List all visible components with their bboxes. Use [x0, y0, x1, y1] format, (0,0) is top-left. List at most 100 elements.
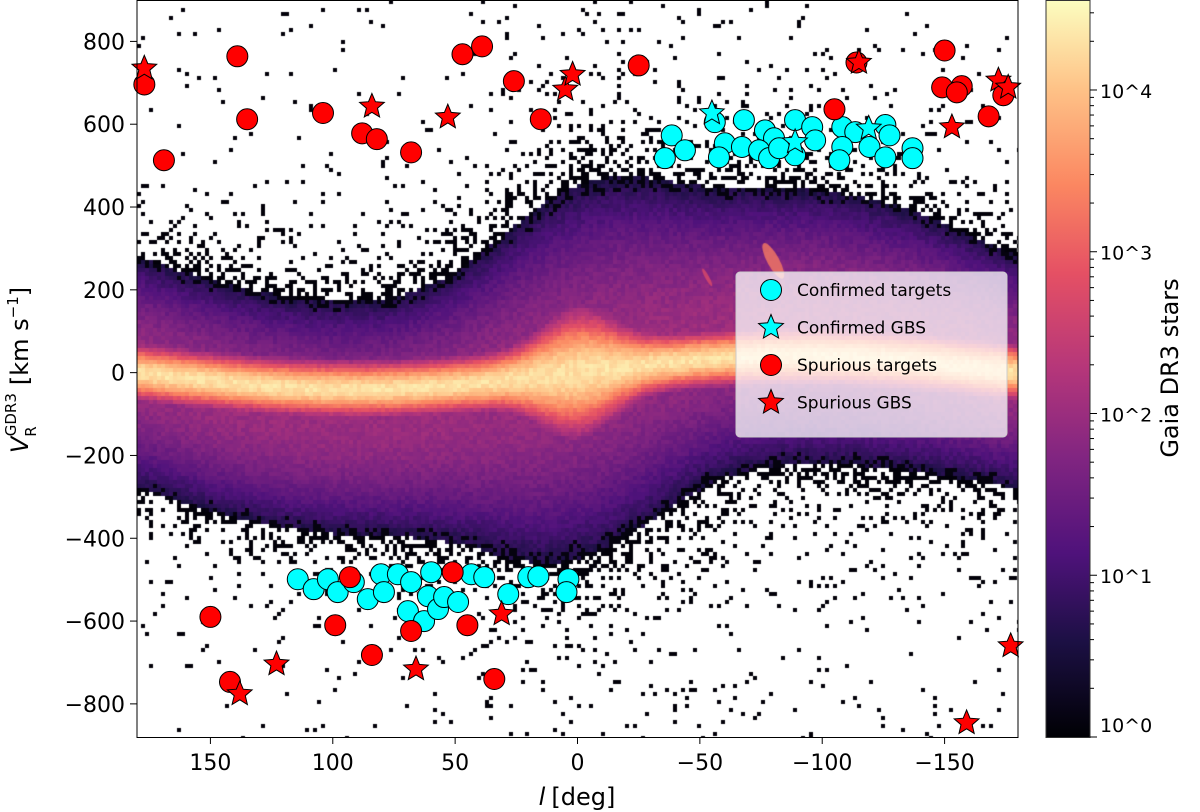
data-point	[441, 561, 464, 584]
data-point	[502, 70, 525, 93]
legend-label: Confirmed GBS	[797, 319, 926, 339]
data-point	[400, 571, 423, 594]
data-point	[997, 631, 1025, 658]
data-point	[945, 81, 968, 104]
x-tick-label: 100	[312, 751, 354, 776]
data-point	[627, 54, 650, 77]
legend-marker-star	[757, 313, 785, 340]
y-tick-label: −400	[65, 527, 125, 552]
x-tick-label: −50	[677, 751, 723, 776]
colorbar-tick-label: 10^0	[1100, 715, 1152, 737]
data-point	[558, 60, 587, 87]
data-point	[451, 43, 474, 66]
data-point	[938, 112, 966, 139]
data-point	[360, 644, 383, 667]
data-point	[420, 561, 443, 584]
data-point	[804, 129, 827, 152]
data-point	[673, 139, 696, 162]
colorbar-tick-label: 10^3	[1100, 243, 1152, 265]
y-tick-label: 400	[83, 196, 125, 221]
data-point	[400, 141, 423, 164]
markers-layer	[130, 35, 1025, 735]
legend-label: Spurious GBS	[797, 394, 912, 414]
data-point	[226, 45, 249, 68]
legend-item: Confirmed GBS	[757, 313, 926, 340]
data-point	[874, 146, 897, 169]
x-tick-label: −100	[792, 751, 852, 776]
data-point	[933, 39, 956, 62]
data-point	[823, 98, 846, 121]
data-point	[326, 581, 349, 604]
data-point	[130, 53, 158, 80]
y-tick-label: −600	[65, 610, 125, 635]
data-point	[262, 649, 291, 676]
x-axis-label: l [deg]	[539, 783, 616, 811]
legend-label: Confirmed targets	[797, 281, 951, 301]
data-point	[473, 566, 496, 589]
colorbar-tick-label: 10^4	[1100, 81, 1152, 103]
y-axis-label: VRGDR3[km s−1]	[2, 287, 40, 453]
x-tick-label: 50	[441, 751, 469, 776]
data-point	[952, 708, 981, 735]
legend-item: Confirmed targets	[760, 279, 951, 301]
colorbar	[1045, 0, 1091, 738]
x-tick-label: −150	[914, 751, 974, 776]
data-point	[698, 98, 726, 125]
data-point	[488, 599, 516, 626]
series-confirmed-gbs	[698, 98, 883, 154]
y-axis: 800 600 400 200 0 −200 −400 −600 −800	[65, 30, 137, 718]
data-point	[551, 75, 579, 102]
data-point	[555, 581, 578, 604]
data-point	[781, 127, 809, 154]
data-point	[845, 48, 873, 75]
y-tick-label: 800	[83, 30, 125, 55]
data-point	[372, 581, 395, 604]
colorbar-label: Gaia DR3 stars	[1156, 278, 1184, 457]
data-point	[878, 124, 901, 147]
data-point	[529, 108, 552, 131]
colorbar-tick-label: 10^1	[1100, 566, 1152, 588]
data-point	[732, 109, 755, 132]
svg-text:VRGDR3[km s−1]: VRGDR3[km s−1]	[2, 287, 40, 453]
x-axis: 150 100 50 0 −50 −100 −150	[189, 737, 975, 776]
legend: Confirmed targets Confirmed GBS Spurious t…	[735, 271, 1008, 438]
data-point	[497, 583, 520, 606]
data-point	[456, 614, 479, 637]
data-point	[858, 135, 881, 158]
y-tick-label: −200	[65, 444, 125, 469]
colorbar-axis: 10^0 10^1 10^2 10^3 10^4	[1090, 12, 1152, 738]
legend-item: Spurious targets	[760, 354, 937, 376]
data-point	[358, 92, 386, 118]
y-tick-label: 200	[83, 279, 125, 304]
legend-marker-star	[757, 388, 785, 415]
data-point	[707, 146, 730, 169]
series-spurious-gbs	[130, 48, 1025, 735]
data-point	[236, 108, 259, 131]
legend-marker-circle	[760, 279, 782, 301]
colorbar-label-group: Gaia DR3 stars	[1156, 278, 1184, 457]
y-tick-label: 0	[111, 362, 125, 387]
data-point	[901, 147, 924, 170]
data-point	[855, 114, 883, 140]
data-point	[365, 128, 388, 151]
data-point	[660, 124, 683, 147]
legend-marker-circle	[760, 354, 782, 376]
x-tick-label: 0	[571, 751, 585, 776]
data-point	[527, 565, 550, 588]
data-point	[471, 35, 494, 58]
x-tick-label: 150	[189, 751, 231, 776]
colorbar-tick-label: 10^2	[1100, 404, 1152, 426]
y-tick-label: 600	[83, 113, 125, 138]
data-point	[286, 568, 309, 591]
data-point	[311, 102, 334, 125]
data-point	[199, 605, 222, 628]
data-point	[447, 591, 470, 614]
data-point	[226, 679, 254, 706]
data-point	[324, 614, 347, 637]
legend-label: Spurious targets	[797, 356, 937, 376]
data-point	[402, 654, 430, 681]
data-point	[434, 102, 462, 129]
data-point	[653, 147, 676, 170]
